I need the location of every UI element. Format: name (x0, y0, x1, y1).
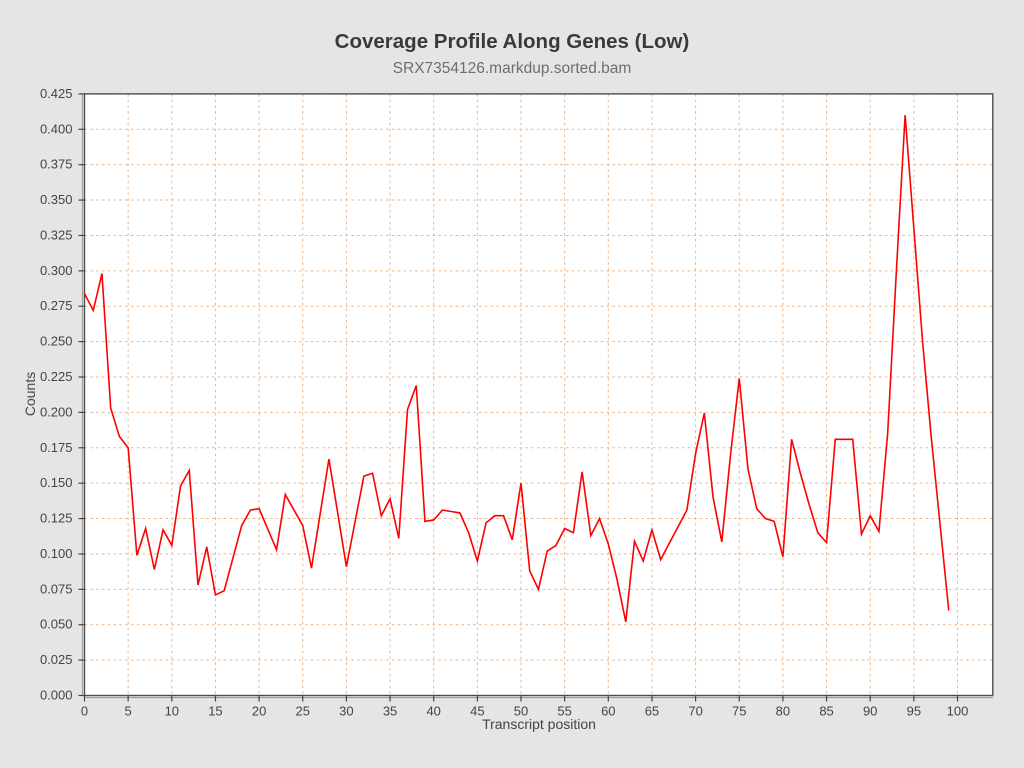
svg-text:0.075: 0.075 (40, 581, 73, 596)
svg-text:20: 20 (252, 704, 266, 719)
svg-text:0.375: 0.375 (40, 157, 73, 172)
svg-text:0.225: 0.225 (40, 369, 73, 384)
svg-text:0.300: 0.300 (40, 263, 73, 278)
svg-text:0.250: 0.250 (40, 334, 73, 349)
svg-text:35: 35 (383, 704, 397, 719)
svg-text:60: 60 (601, 704, 615, 719)
svg-text:0.175: 0.175 (40, 440, 73, 455)
svg-text:0.425: 0.425 (40, 86, 73, 101)
svg-text:0.350: 0.350 (40, 192, 73, 207)
svg-text:55: 55 (557, 704, 571, 719)
svg-text:85: 85 (819, 704, 833, 719)
svg-text:95: 95 (907, 704, 921, 719)
svg-text:0.200: 0.200 (40, 404, 73, 419)
svg-text:0.150: 0.150 (40, 475, 73, 490)
svg-text:0.275: 0.275 (40, 298, 73, 313)
svg-text:65: 65 (645, 704, 659, 719)
svg-text:0.050: 0.050 (40, 617, 73, 632)
svg-text:30: 30 (339, 704, 353, 719)
svg-text:25: 25 (296, 704, 310, 719)
svg-text:0: 0 (81, 704, 88, 719)
svg-text:5: 5 (125, 704, 132, 719)
svg-text:0.325: 0.325 (40, 227, 73, 242)
svg-text:45: 45 (470, 704, 484, 719)
svg-text:15: 15 (208, 704, 222, 719)
svg-text:0.400: 0.400 (40, 121, 73, 136)
svg-text:70: 70 (688, 704, 702, 719)
svg-text:0.025: 0.025 (40, 652, 73, 667)
svg-text:50: 50 (514, 704, 528, 719)
svg-text:80: 80 (776, 704, 790, 719)
svg-text:75: 75 (732, 704, 746, 719)
svg-text:0.125: 0.125 (40, 511, 73, 526)
svg-text:40: 40 (426, 704, 440, 719)
svg-text:100: 100 (947, 704, 969, 719)
svg-text:90: 90 (863, 704, 877, 719)
svg-text:0.100: 0.100 (40, 546, 73, 561)
svg-text:0.000: 0.000 (40, 688, 73, 703)
svg-text:10: 10 (165, 704, 179, 719)
